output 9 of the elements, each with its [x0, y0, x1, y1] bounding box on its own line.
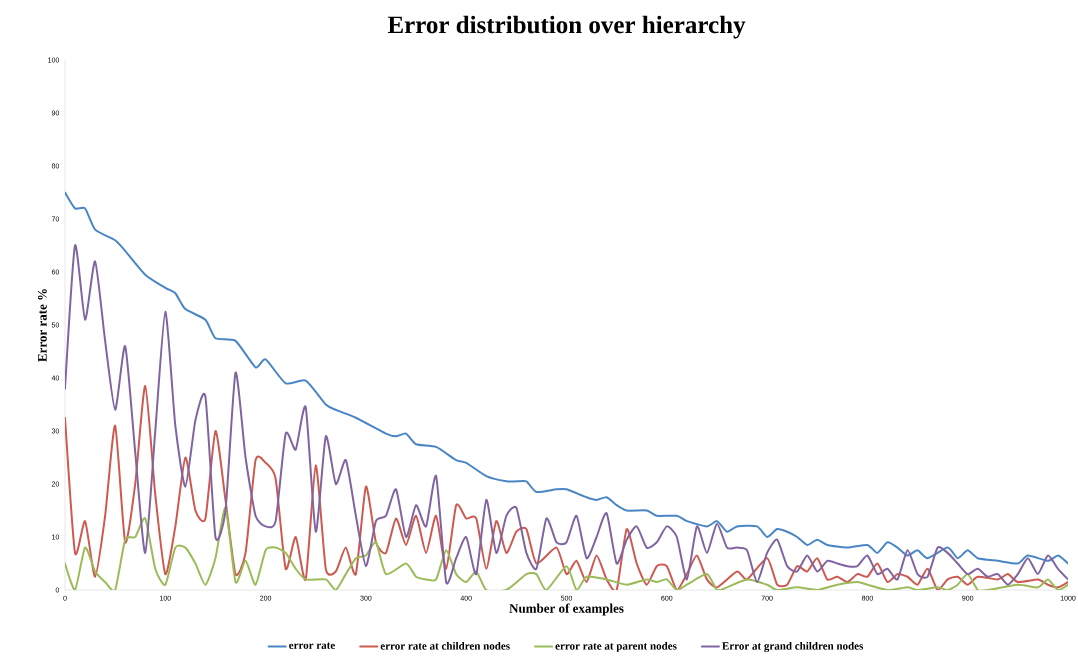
y-axis-title: Error rate % — [37, 289, 47, 362]
line-series — [65, 244, 1068, 586]
legend-label: error rate — [289, 642, 335, 649]
chart-title: Error distribution over hierarchy — [387, 15, 746, 39]
legend-label: error rate at parent nodes — [555, 641, 677, 652]
legend-label: error rate at children nodes — [380, 641, 510, 650]
legend-label: Error at grand children nodes — [722, 641, 864, 652]
x-axis-title: Number of examples — [509, 603, 624, 616]
line-series — [65, 191, 1068, 565]
